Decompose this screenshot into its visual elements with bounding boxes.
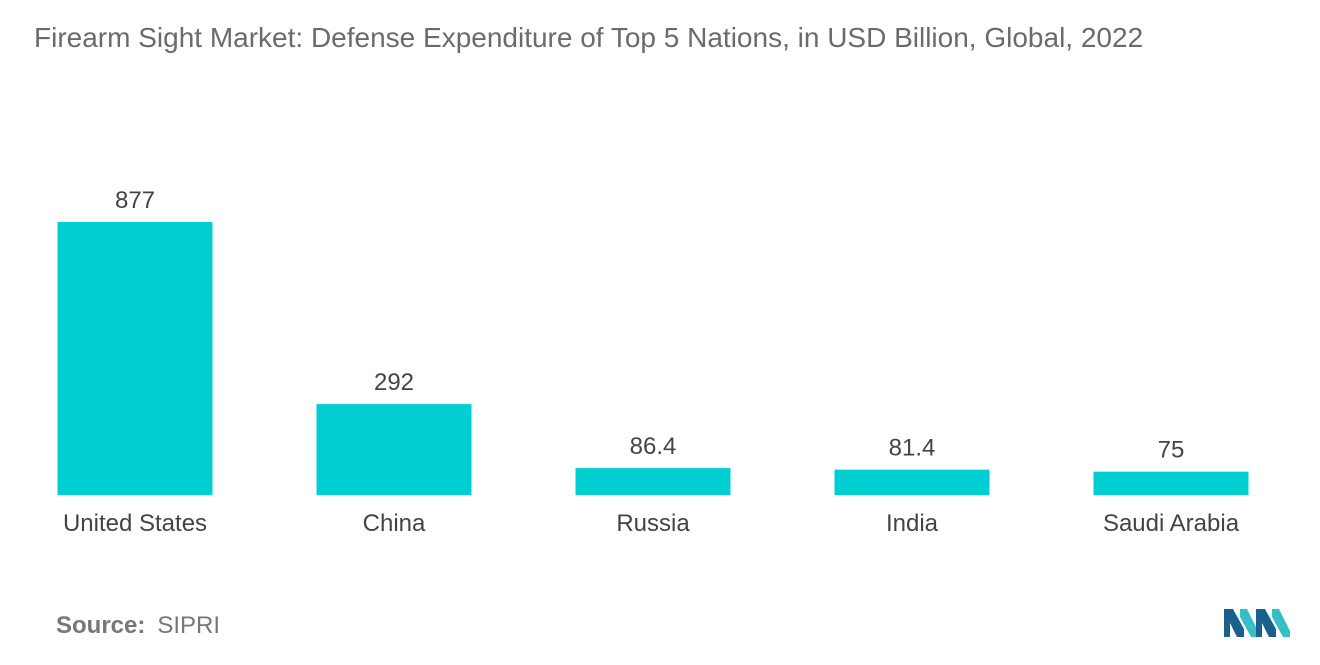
category-label-russia: Russia	[616, 510, 690, 537]
value-label-united-states: 877	[115, 187, 155, 214]
bar-chart: 877 292 86.4 81.4 75 United States China Russi…	[57, 187, 1249, 537]
mordor-intelligence-logo-icon	[1224, 609, 1290, 637]
source-value: SIPRI	[157, 612, 221, 639]
category-labels-group: United States China Russia India Saudi Arabi…	[63, 510, 1240, 537]
bar-saudi-arabia	[1093, 471, 1249, 495]
source-note: Source: SIPRI	[56, 612, 220, 640]
chart-title: Firearm Sight Market: Defense Expenditur…	[34, 22, 1144, 53]
value-label-russia: 86.4	[630, 433, 677, 460]
category-label-saudi-arabia: Saudi Arabia	[1103, 510, 1240, 537]
value-label-saudi-arabia: 75	[1158, 437, 1185, 464]
bars-group	[57, 222, 1249, 495]
category-label-india: India	[886, 510, 939, 537]
category-label-united-states: United States	[63, 510, 207, 537]
value-label-india: 81.4	[889, 435, 936, 462]
source-label: Source:	[56, 612, 146, 639]
bar-united-states	[57, 222, 213, 495]
value-label-china: 292	[374, 369, 414, 396]
bar-russia	[575, 468, 731, 495]
category-label-china: China	[363, 510, 426, 537]
value-labels-group: 877 292 86.4 81.4 75	[115, 187, 1184, 464]
bar-india	[834, 469, 990, 495]
bar-china	[316, 404, 472, 495]
